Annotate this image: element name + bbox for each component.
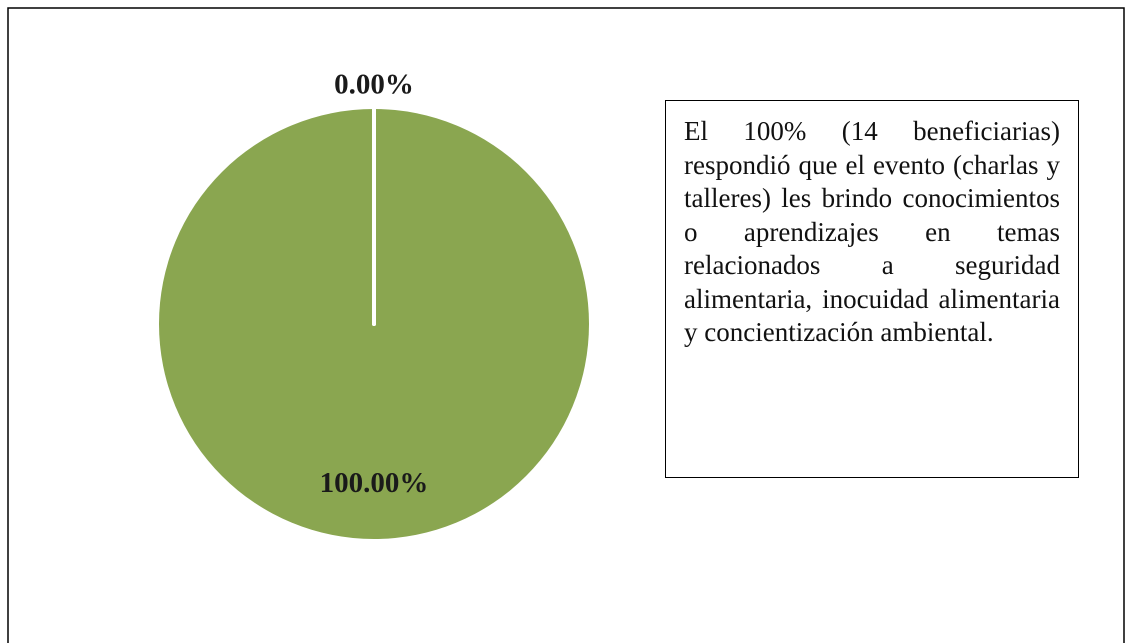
data-label: 100.00% [320, 467, 429, 499]
chart-border [7, 7, 1125, 643]
data-label: 0.00% [334, 69, 414, 101]
annotation: El 100% (14 beneficiarias) respondió que… [665, 100, 1079, 478]
